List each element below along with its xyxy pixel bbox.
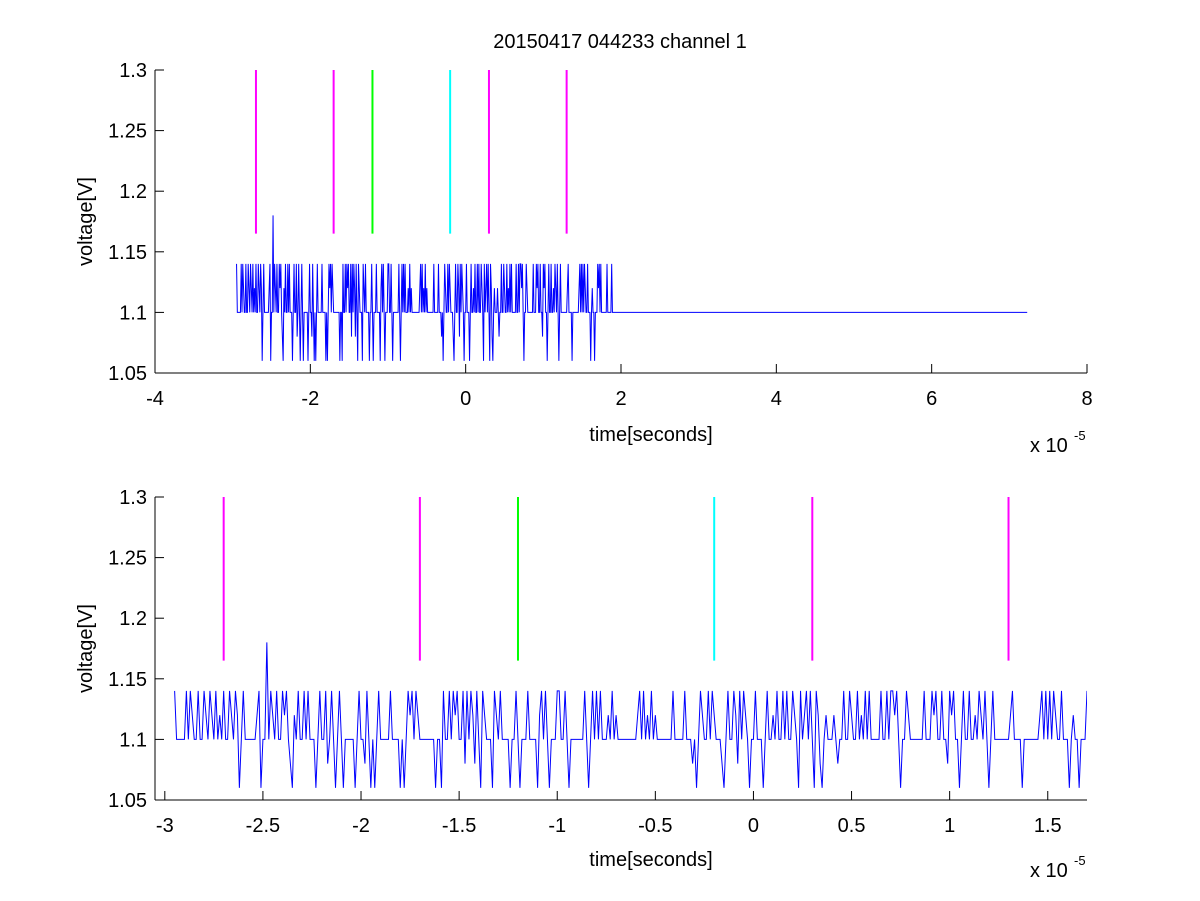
y-tick-label: 1.2 (119, 181, 147, 203)
y-tick-label: 1.15 (108, 242, 147, 264)
y-tick-label: 1.3 (119, 60, 147, 82)
x-tick-label: 2 (615, 388, 626, 410)
y-tick-label: 1.2 (119, 608, 147, 630)
x-tick-label: -1.5 (442, 815, 476, 837)
y-tick-label: 1.3 (119, 487, 147, 509)
top-panel: -4 -2 0 2 4 6 8 1.05 1.1 1.15 1.2 1.25 1.3 time[secon… (75, 60, 1093, 457)
x-tick-label: -0.5 (638, 815, 672, 837)
signal-trace (236, 215, 1028, 361)
x-tick-label: 1 (944, 815, 955, 837)
x-tick-label: 4 (771, 388, 782, 410)
figure-title: 20150417 044233 channel 1 (493, 31, 747, 53)
x-tick-label: -3 (156, 815, 174, 837)
x-exponent-power: -5 (1074, 428, 1086, 443)
y-tick-label: 1.15 (108, 669, 147, 691)
x-tick-label: 0 (460, 388, 471, 410)
x-exponent-label: x 10 (1030, 860, 1068, 882)
x-exponent-power: -5 (1074, 853, 1086, 868)
x-tick-label: -4 (146, 388, 164, 410)
x-axis-label: time[seconds] (589, 849, 712, 871)
y-axis-label: voltage[V] (75, 177, 97, 266)
y-tick-label: 1.25 (108, 548, 147, 570)
y-tick-label: 1.25 (108, 121, 147, 143)
x-tick-label: -2 (352, 815, 370, 837)
x-exponent-label: x 10 (1030, 435, 1068, 457)
bottom-panel: -3 -2.5 -2 -1.5 -1 -0.5 0 0.5 1 1.5 1.05 1.1 1.15 1.2… (75, 487, 1087, 882)
x-tick-label: 8 (1081, 388, 1092, 410)
x-tick-label: 1.5 (1034, 815, 1062, 837)
x-tick-label: -2.5 (246, 815, 280, 837)
y-tick-label: 1.05 (108, 363, 147, 385)
y-axis-label: voltage[V] (75, 604, 97, 693)
y-tick-label: 1.1 (119, 729, 147, 751)
y-tick-label: 1.1 (119, 302, 147, 324)
x-tick-label: 0.5 (838, 815, 866, 837)
x-axis-label: time[seconds] (589, 424, 712, 446)
y-tick-label: 1.05 (108, 790, 147, 812)
x-tick-label: 0 (748, 815, 759, 837)
x-tick-label: -1 (548, 815, 566, 837)
x-tick-label: 6 (926, 388, 937, 410)
signal-trace (174, 642, 1087, 788)
x-tick-label: -2 (301, 388, 319, 410)
